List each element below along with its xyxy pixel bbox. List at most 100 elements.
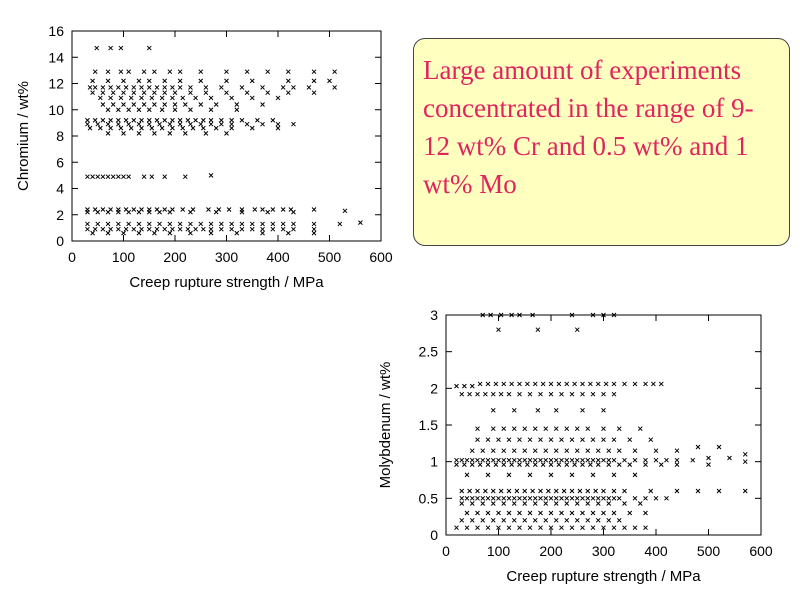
data-point-marker — [469, 462, 475, 467]
data-point-marker — [146, 117, 152, 123]
data-point-marker — [548, 381, 554, 387]
data-point-marker — [616, 517, 622, 523]
data-point-marker — [115, 117, 121, 123]
data-point-marker — [110, 174, 116, 180]
data-point-marker — [543, 501, 549, 506]
data-point-marker — [595, 381, 601, 387]
data-point-marker — [616, 426, 622, 432]
data-point-marker — [177, 117, 183, 123]
plot-frame — [445, 314, 762, 536]
data-point-marker — [611, 457, 617, 463]
y-tick-label: 0 — [430, 527, 438, 543]
data-point-marker — [501, 448, 507, 454]
data-point-marker — [239, 226, 245, 232]
data-point-marker — [358, 220, 363, 225]
data-point-marker — [506, 495, 512, 501]
data-point-marker — [87, 125, 93, 131]
data-point-marker — [208, 173, 214, 178]
data-point-marker — [285, 230, 291, 236]
data-point-marker — [564, 517, 570, 523]
data-point-marker — [490, 488, 496, 494]
data-point-marker — [464, 510, 470, 516]
data-point-marker — [527, 472, 533, 478]
data-point-marker — [167, 221, 173, 227]
data-point-marker — [85, 174, 90, 180]
data-point-marker — [244, 69, 250, 75]
data-point-marker — [653, 448, 659, 454]
data-point-marker — [110, 102, 116, 107]
data-point-marker — [311, 226, 317, 232]
data-point-marker — [637, 426, 643, 432]
data-point-marker — [95, 174, 101, 180]
data-point-marker — [146, 221, 152, 227]
data-point-marker — [198, 121, 204, 127]
data-point-marker — [203, 85, 209, 90]
data-point-marker — [280, 207, 286, 212]
data-point-marker — [139, 85, 144, 90]
x-tick-label: 300 — [592, 543, 616, 559]
data-point-marker — [213, 125, 219, 131]
x-tick-label: 0 — [442, 543, 450, 559]
data-point-marker — [218, 221, 224, 227]
data-point-marker — [532, 381, 538, 387]
data-point-marker — [170, 117, 175, 123]
data-point-marker — [100, 90, 106, 96]
y-tick-label: 0 — [56, 233, 64, 249]
data-point-marker — [601, 312, 606, 318]
data-point-marker — [177, 78, 183, 84]
data-point-marker — [632, 457, 638, 463]
data-point-marker — [580, 525, 585, 531]
data-point-marker — [622, 488, 627, 494]
data-point-marker — [100, 207, 106, 212]
data-point-marker — [532, 426, 538, 432]
data-point-marker — [559, 510, 564, 516]
data-point-marker — [94, 45, 100, 51]
data-point-marker — [459, 501, 465, 506]
data-point-marker — [177, 226, 183, 232]
data-point-marker — [509, 381, 514, 387]
data-point-marker — [118, 95, 124, 101]
data-point-marker — [128, 125, 134, 131]
data-point-marker — [643, 457, 648, 463]
data-point-marker — [244, 121, 250, 127]
data-point-marker — [498, 488, 504, 494]
data-point-marker — [480, 495, 486, 501]
data-point-marker — [255, 117, 260, 123]
data-point-marker — [606, 501, 612, 506]
data-point-marker — [121, 131, 126, 136]
data-point-marker — [85, 221, 90, 227]
data-point-marker — [595, 495, 601, 501]
data-point-marker — [525, 381, 530, 387]
y-tick-label: 4 — [56, 181, 64, 197]
data-point-marker — [574, 327, 580, 333]
data-point-marker — [260, 221, 265, 227]
data-point-marker — [556, 462, 562, 467]
data-point-marker — [464, 525, 470, 531]
data-point-marker — [527, 457, 533, 463]
data-point-marker — [131, 117, 137, 123]
data-point-marker — [469, 495, 475, 501]
data-point-marker — [569, 437, 575, 443]
data-point-marker — [577, 488, 583, 494]
data-point-marker — [311, 230, 317, 236]
data-point-marker — [501, 426, 507, 432]
data-point-marker — [152, 69, 157, 75]
data-point-marker — [475, 426, 480, 432]
data-point-marker — [632, 472, 638, 478]
data-point-marker — [105, 107, 111, 113]
data-point-marker — [136, 230, 142, 236]
x-tick-label: 100 — [112, 249, 136, 265]
data-point-marker — [632, 381, 638, 387]
data-point-marker — [616, 448, 622, 454]
data-point-marker — [229, 226, 235, 232]
data-point-marker — [590, 472, 596, 478]
data-point-marker — [603, 381, 609, 387]
data-point-marker — [475, 525, 480, 531]
data-point-marker — [525, 462, 530, 467]
data-point-marker — [590, 510, 596, 516]
data-point-marker — [270, 226, 276, 232]
data-point-marker — [167, 69, 173, 75]
data-point-marker — [496, 525, 501, 531]
data-point-marker — [467, 391, 472, 397]
data-point-marker — [477, 381, 483, 387]
